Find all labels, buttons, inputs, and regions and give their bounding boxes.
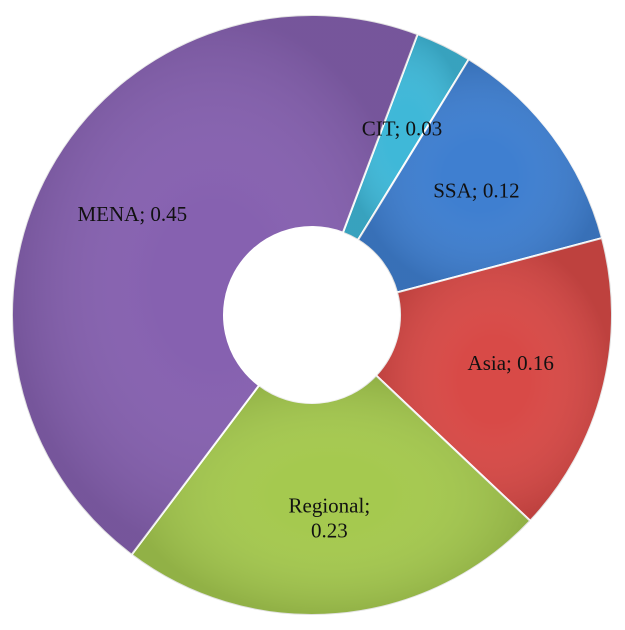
data-label: Asia; 0.16 [468, 351, 554, 375]
data-label-line: Regional; [289, 493, 371, 517]
data-label-line: 0.23 [311, 518, 348, 542]
data-label: CIT; 0.03 [362, 117, 443, 141]
data-label: SSA; 0.12 [433, 178, 519, 202]
data-label: MENA; 0.45 [77, 202, 187, 226]
data-label: Regional; 0.23 [289, 493, 371, 542]
